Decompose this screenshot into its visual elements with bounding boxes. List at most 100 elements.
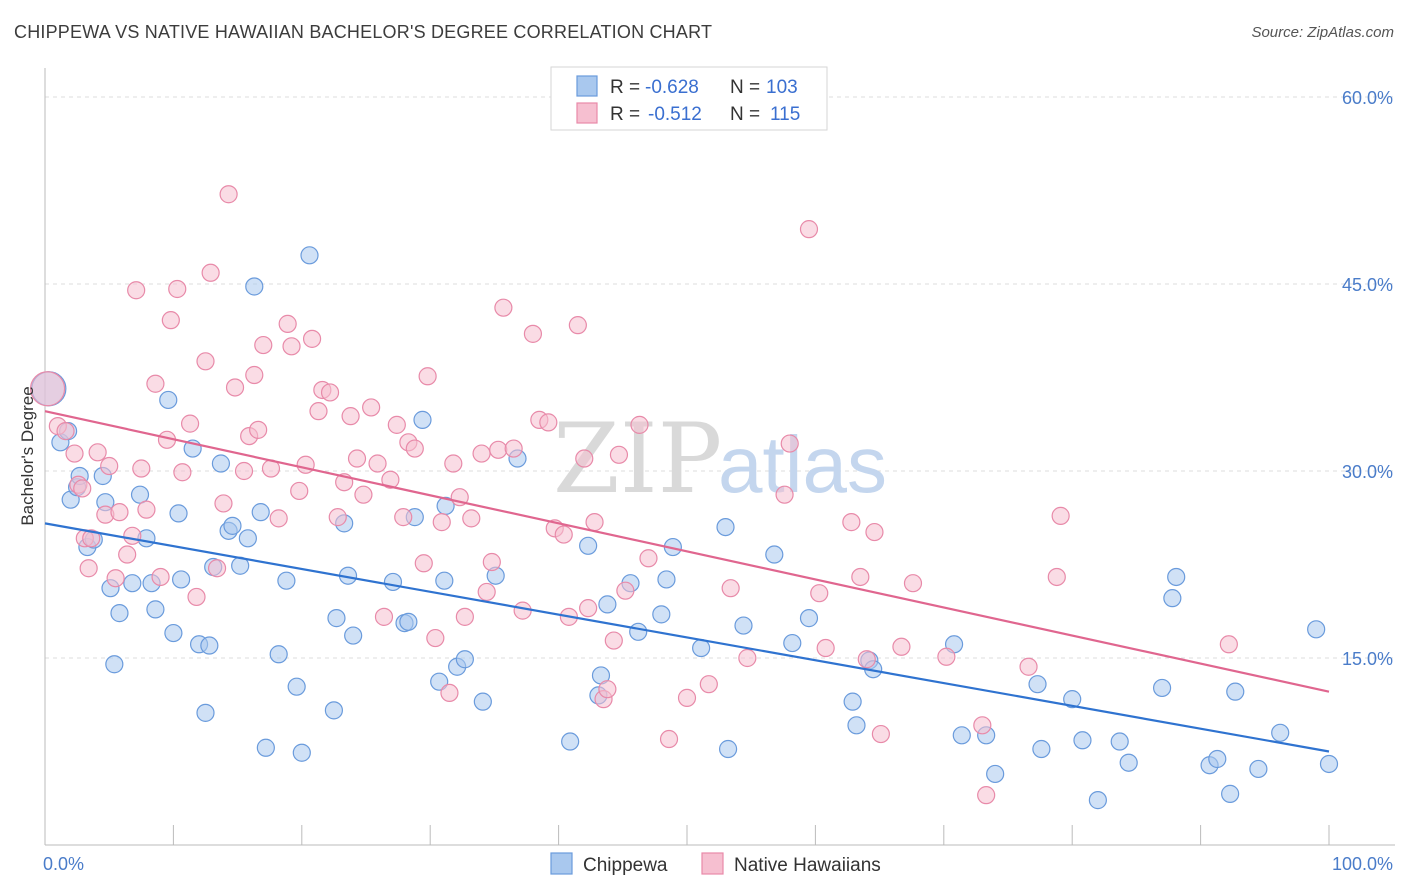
legend-r-value-native-hawaiians: -0.512 <box>648 104 702 125</box>
native-hawaiians-point-95 <box>677 688 697 707</box>
native-hawaiians-point-57 <box>387 415 406 434</box>
trend-lines <box>44 410 1330 753</box>
native-hawaiians-point-63 <box>426 628 445 648</box>
native-hawaiians-point-73 <box>489 440 508 459</box>
chippewa-point-99 <box>1307 620 1326 639</box>
chippewa-point-32 <box>245 277 264 296</box>
native-hawaiians-point-97 <box>721 579 740 598</box>
native-hawaiians-point-8 <box>82 529 101 548</box>
native-hawaiians-point-110 <box>903 574 923 593</box>
chippewa-point-41 <box>327 609 346 628</box>
chippewa-point-87 <box>1088 791 1107 810</box>
y-tick-label-1: 30.0% <box>1342 462 1393 482</box>
native-hawaiians-point-30 <box>214 494 233 513</box>
legend-r-label-chippewa: R = <box>610 77 640 98</box>
native-hawaiians-point-94 <box>659 729 679 749</box>
native-hawaiians-point-70 <box>472 444 491 463</box>
native-hawaiians-point-102 <box>810 584 829 603</box>
native-hawaiians-point-15 <box>123 526 142 545</box>
native-hawaiians-point-35 <box>245 365 264 385</box>
chippewa-point-29 <box>223 516 242 535</box>
legend-swatch-chippewa <box>576 75 598 97</box>
native-hawaiians-point-47 <box>320 383 340 402</box>
native-hawaiians-point-115 <box>1047 567 1066 587</box>
legend-swatch-chippewa-bottom <box>550 852 573 875</box>
legend-label-native-hawaiians: Native Hawaiians <box>734 855 881 876</box>
native-hawaiians-point-16 <box>127 281 146 300</box>
native-hawaiians-point-104 <box>842 513 861 532</box>
chippewa-point-45 <box>383 572 403 592</box>
native-hawaiians-point-51 <box>347 449 367 468</box>
native-hawaiians-point-81 <box>554 525 573 544</box>
watermark: ZIP atlas <box>553 403 887 515</box>
chippewa-trend-line <box>44 522 1330 753</box>
native-hawaiians-point-91 <box>616 581 635 600</box>
chippewa-point-64 <box>629 622 648 641</box>
native-hawaiians-point-116 <box>1051 506 1070 525</box>
chippewa-point-50 <box>430 672 449 691</box>
chippewa-point-38 <box>292 743 311 762</box>
x-tick-label-0: 0.0% <box>43 854 84 874</box>
native-hawaiians-point-60 <box>405 439 424 458</box>
native-hawaiians-point-37 <box>254 335 273 355</box>
native-hawaiians-point-5 <box>73 479 92 498</box>
chippewa-point-100 <box>1319 754 1339 774</box>
native-hawaiians-point-42 <box>290 481 309 501</box>
chippewa-point-11 <box>105 655 124 674</box>
y-tick-label-3: 60.0% <box>1342 88 1393 108</box>
native-hawaiians-point-84 <box>575 449 594 468</box>
native-hawaiians-point-88 <box>598 680 617 699</box>
native-hawaiians-point-64 <box>432 513 451 532</box>
native-hawaiians-point-43 <box>296 455 315 474</box>
chippewa-point-97 <box>1249 759 1268 779</box>
data-points <box>29 185 1339 810</box>
native-hawaiians-point-40 <box>278 314 297 333</box>
chippewa-point-58 <box>561 732 580 751</box>
chippewa-point-40 <box>324 701 343 720</box>
native-hawaiians-point-92 <box>630 415 649 434</box>
native-hawaiians-point-105 <box>851 567 870 587</box>
chippewa-point-88 <box>1110 732 1129 751</box>
chippewa-point-13 <box>123 574 142 593</box>
native-hawaiians-point-52 <box>354 485 373 504</box>
native-hawaiians-point-9 <box>88 443 107 462</box>
native-hawaiians-point-53 <box>362 398 381 417</box>
native-hawaiians-point-14 <box>118 545 137 564</box>
chippewa-point-19 <box>164 623 183 643</box>
chippewa-point-92 <box>1167 567 1186 587</box>
native-hawaiians-point-98 <box>738 648 757 668</box>
native-hawaiians-point-36 <box>249 420 268 439</box>
native-hawaiians-point-99 <box>775 485 794 504</box>
native-hawaiians-point-54 <box>368 454 387 473</box>
native-hawaiians-point-41 <box>282 337 301 356</box>
native-hawaiians-point-106 <box>857 650 876 669</box>
chippewa-point-47 <box>399 612 418 631</box>
chippewa-point-21 <box>172 570 191 589</box>
chippewa-point-20 <box>169 504 188 523</box>
native-hawaiians-trend-line <box>44 410 1330 693</box>
native-hawaiians-point-28 <box>201 263 220 282</box>
native-hawaiians-point-71 <box>477 582 496 602</box>
native-hawaiians-point-107 <box>865 522 884 542</box>
native-hawaiians-point-117 <box>1219 635 1238 654</box>
chippewa-point-49 <box>413 410 432 429</box>
native-hawaiians-point-109 <box>892 637 911 656</box>
native-hawaiians-point-19 <box>146 374 165 393</box>
native-hawaiians-point-108 <box>871 724 890 744</box>
native-hawaiians-point-93 <box>639 549 658 568</box>
legend-n-label-chippewa: N = <box>730 77 760 98</box>
chippewa-point-27 <box>211 454 231 473</box>
native-hawaiians-point-112 <box>973 716 992 735</box>
y-axis-label: Bachelor's Degree <box>18 386 37 525</box>
axes <box>44 68 1395 846</box>
native-hawaiians-point-27 <box>196 352 215 371</box>
chippewa-point-80 <box>952 726 971 745</box>
native-hawaiians-point-55 <box>374 607 394 626</box>
chippewa-point-96 <box>1226 682 1245 701</box>
native-hawaiians-point-18 <box>137 500 156 519</box>
chippewa-point-34 <box>256 738 275 757</box>
correlation-legend: R = -0.628 N = 103 R = -0.512 N = 115 <box>550 66 828 131</box>
legend-swatch-native-hawaiians <box>576 102 598 124</box>
legend-swatch-native-hawaiians-bottom <box>701 852 724 875</box>
